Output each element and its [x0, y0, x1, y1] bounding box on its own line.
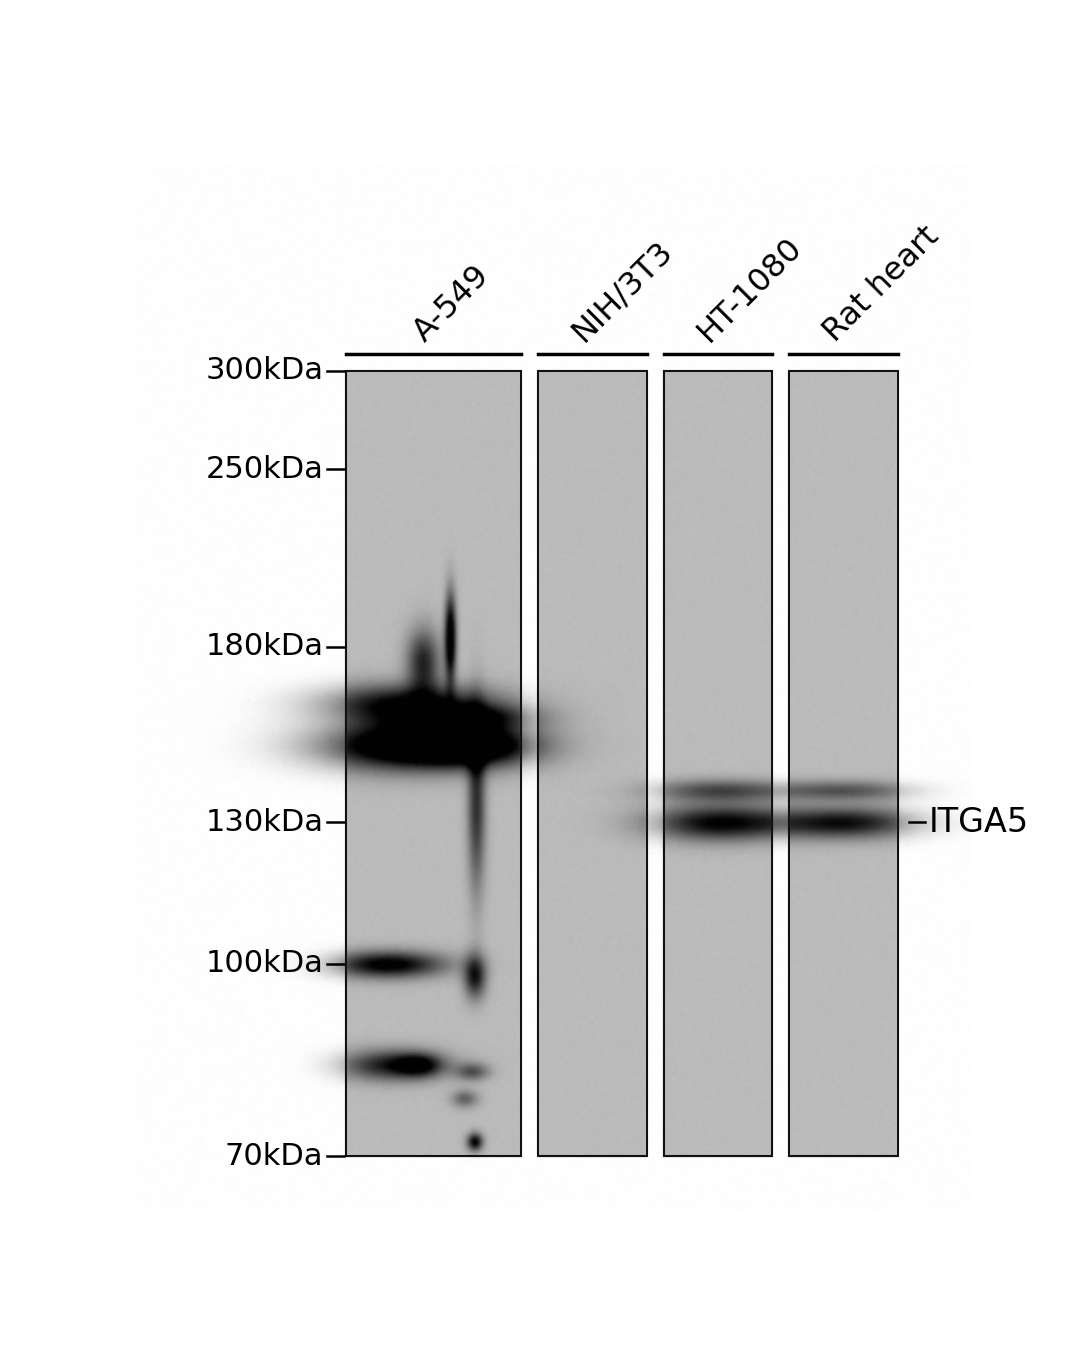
Text: NIH/3T3: NIH/3T3 [566, 235, 679, 348]
Text: 180kDa: 180kDa [205, 632, 323, 662]
Text: HT-1080: HT-1080 [692, 231, 809, 348]
Text: 100kDa: 100kDa [205, 950, 323, 978]
Bar [663, 371, 772, 1157]
Text: 300kDa: 300kDa [205, 356, 323, 386]
Bar [789, 371, 897, 1157]
Text: 250kDa: 250kDa [205, 455, 323, 484]
Text: Rat heart: Rat heart [818, 220, 945, 348]
Text: 70kDa: 70kDa [225, 1142, 323, 1171]
Bar [538, 371, 647, 1157]
Text: A-549: A-549 [407, 260, 496, 348]
Text: ITGA5: ITGA5 [929, 806, 1029, 839]
Bar [346, 371, 521, 1157]
Text: 130kDa: 130kDa [205, 807, 323, 837]
